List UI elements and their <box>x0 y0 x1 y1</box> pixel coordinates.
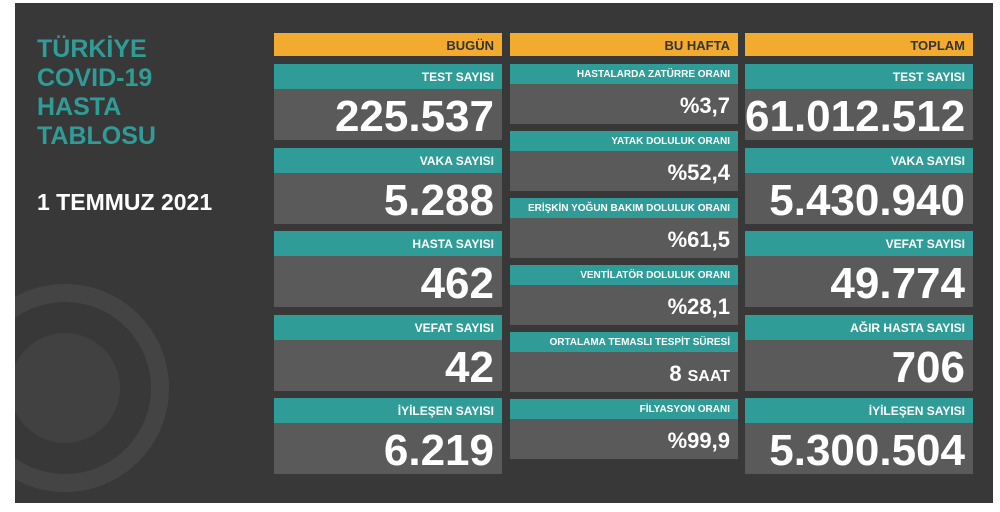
value-number: 225.537 <box>334 92 494 141</box>
card-value: 8 SAAT <box>510 352 738 392</box>
title-line: COVID-19 <box>37 64 153 92</box>
card: VAKA SAYISI 5.430.940 <box>745 147 973 225</box>
card: AĞIR HASTA SAYISI 706 <box>745 314 973 392</box>
value-number: 5.430.940 <box>769 175 965 225</box>
value-number: 5.288 <box>383 175 494 225</box>
card-label: ERİŞKİN YOĞUN BAKIM DOLULUK ORANI <box>510 198 738 218</box>
card: VAKA SAYISI 5.288 <box>274 147 502 225</box>
card: VEFAT SAYISI 49.774 <box>745 231 973 308</box>
value-number: %28,1 <box>667 294 730 319</box>
card-value: %52,4 <box>510 151 738 191</box>
value-number: 706 <box>891 342 965 392</box>
card: TEST SAYISI 61.012.512 <box>745 64 973 141</box>
value-number: 61.012.512 <box>745 92 966 141</box>
card-value: 5.288 <box>274 173 502 225</box>
card-value: 5.300.504 <box>745 423 973 475</box>
card-value: 706 <box>745 340 973 392</box>
card: HASTA SAYISI 462 <box>274 231 502 308</box>
card-value: %61,5 <box>510 218 738 258</box>
card-label: FİLYASYON ORANI <box>510 399 738 419</box>
value-number: 462 <box>420 259 494 308</box>
value-number: 8 <box>669 361 682 386</box>
card-value: 61.012.512 <box>745 89 973 141</box>
title-line: TABLOSU <box>37 122 156 150</box>
card-label: VAKA SAYISI <box>274 147 502 173</box>
card: ORTALAMA TEMASLI TESPİT SÜRESİ 8 SAAT <box>510 332 738 392</box>
card-value: %99,9 <box>510 419 738 459</box>
card: ERİŞKİN YOĞUN BAKIM DOLULUK ORANI %61,5 <box>510 198 738 258</box>
card-label: AĞIR HASTA SAYISI <box>745 314 973 340</box>
value-unit: SAAT <box>687 368 730 385</box>
card-label: YATAK DOLULUK ORANI <box>510 131 738 151</box>
column-header: BUGÜN <box>274 33 502 56</box>
value-number: %52,4 <box>667 160 730 185</box>
card: VENTİLATÖR DOLULUK ORANI %28,1 <box>510 265 738 325</box>
column-header: BU HAFTA <box>510 33 738 56</box>
card-label: İYİLEŞEN SAYISI <box>745 398 973 423</box>
card-value: %28,1 <box>510 285 738 325</box>
card: YATAK DOLULUK ORANI %52,4 <box>510 131 738 191</box>
card-value: %3,7 <box>510 84 738 124</box>
card: İYİLEŞEN SAYISI 6.219 <box>274 398 502 475</box>
card-label: VEFAT SAYISI <box>745 231 973 256</box>
card: İYİLEŞEN SAYISI 5.300.504 <box>745 398 973 475</box>
card-value: 42 <box>274 340 502 392</box>
panel: TÜRKİYE COVID-19 HASTA TABLOSU 1 TEMMUZ 202… <box>15 3 993 503</box>
card-label: VAKA SAYISI <box>745 147 973 173</box>
card-value: 5.430.940 <box>745 173 973 225</box>
title-line: TÜRKİYE <box>37 35 147 63</box>
date: 1 TEMMUZ 2021 <box>37 189 213 215</box>
card-label: HASTALARDA ZATÜRRE ORANI <box>510 64 738 84</box>
value-number: 5.300.504 <box>769 426 965 475</box>
card-value: 462 <box>274 256 502 308</box>
card-label: VEFAT SAYISI <box>274 314 502 340</box>
card-label: ORTALAMA TEMASLI TESPİT SÜRESİ <box>510 332 738 352</box>
card-value: 225.537 <box>274 89 502 141</box>
logo <box>15 284 169 492</box>
card-label: HASTA SAYISI <box>274 231 502 256</box>
card-value: 49.774 <box>745 256 973 308</box>
column-header: TOPLAM <box>745 33 973 56</box>
card-value: 6.219 <box>274 423 502 475</box>
value-number: 42 <box>445 342 494 392</box>
value-number: 49.774 <box>830 259 965 308</box>
card-label: VENTİLATÖR DOLULUK ORANI <box>510 265 738 285</box>
card: HASTALARDA ZATÜRRE ORANI %3,7 <box>510 64 738 124</box>
title: TÜRKİYE COVID-19 HASTA TABLOSU <box>37 35 156 151</box>
card: VEFAT SAYISI 42 <box>274 314 502 392</box>
card-label: TEST SAYISI <box>745 64 973 89</box>
value-number: 6.219 <box>383 426 494 475</box>
value-number: %99,9 <box>667 428 730 453</box>
card: FİLYASYON ORANI %99,9 <box>510 399 738 459</box>
card-label: İYİLEŞEN SAYISI <box>274 398 502 423</box>
card-label: TEST SAYISI <box>274 64 502 89</box>
value-number: %61,5 <box>667 227 730 252</box>
value-number: %3,7 <box>679 93 730 118</box>
title-line: HASTA <box>37 93 122 121</box>
card: TEST SAYISI 225.537 <box>274 64 502 141</box>
